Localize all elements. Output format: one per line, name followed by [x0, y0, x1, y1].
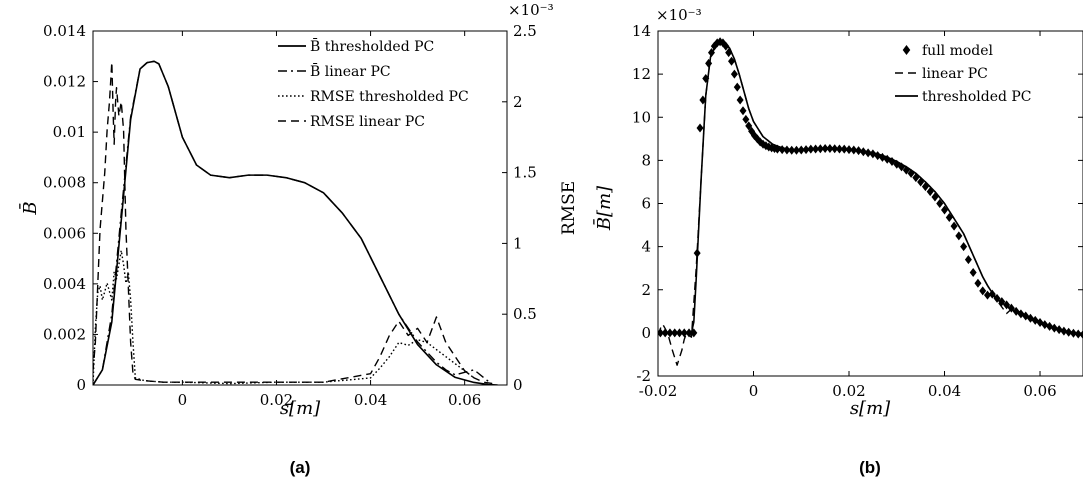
- y-tick-label: 0.006: [43, 224, 86, 242]
- x-tick-label: 0.04: [354, 391, 387, 409]
- series-thresholded-pc: [658, 40, 1083, 336]
- panel-b-y-axis-label: B̄[m]: [592, 185, 615, 231]
- y-tick-label: -2: [636, 367, 651, 385]
- series-rmse-linear-pc: [93, 61, 493, 385]
- y2-tick-label: 0.5: [513, 305, 537, 323]
- legend-swatch: [902, 45, 911, 55]
- legend-item-rmse-linear-pc: RMSE linear PC: [278, 114, 425, 130]
- legend-item-thresholded-pc: thresholded PC: [895, 89, 1032, 105]
- y-tick-label: 4: [641, 238, 651, 256]
- y-tick-label: 0.01: [53, 123, 86, 141]
- y-tick-label: 0.008: [43, 174, 86, 192]
- panel-a-plot-frame: [92, 30, 508, 386]
- x-tick-label: 0.02: [260, 391, 293, 409]
- panel-b-marks: [658, 37, 1083, 366]
- data-point: [739, 106, 747, 116]
- panel-b-ticks: -0.02 0 0.02 0.04 0.06 -2 0 2 4 6 8 10 12 14: [632, 22, 1083, 400]
- data-point: [936, 199, 944, 208]
- legend-label: RMSE thresholded PC: [310, 89, 469, 105]
- data-point: [974, 278, 982, 288]
- data-point: [736, 95, 744, 105]
- legend-item-rmse-thresholded-pc: RMSE thresholded PC: [278, 89, 469, 105]
- data-point: [864, 148, 872, 158]
- panel-b-y-exponent: ×10⁻³: [656, 6, 702, 24]
- y-tick-label: 6: [641, 195, 651, 213]
- panel-b-legend: full model linear PC thresholded PC: [895, 43, 1032, 105]
- panel-b-caption: (b): [859, 458, 881, 477]
- series-group: [93, 60, 498, 385]
- y2-tick-label: 1: [513, 234, 523, 252]
- data-point: [969, 268, 977, 277]
- legend-item-full-model: full model: [902, 43, 994, 59]
- y-tick-label: 2: [641, 281, 651, 299]
- y-tick-label: 0.004: [43, 275, 86, 293]
- x-tick-label: 0: [749, 382, 759, 400]
- y-tick-label: 12: [632, 65, 651, 83]
- y-tick-label: 14: [632, 22, 651, 40]
- y2-tick-label: 1.5: [513, 164, 537, 182]
- y-tick-label: 10: [632, 108, 651, 126]
- panel-a-caption: (a): [290, 458, 311, 477]
- y-tick-label: 0.002: [43, 325, 86, 343]
- series-b-linear-pc: [93, 60, 494, 385]
- legend-label: B̄ thresholded PC: [310, 37, 434, 55]
- legend-label: thresholded PC: [922, 89, 1032, 105]
- panel-a-y2-axis-label: RMSE: [559, 181, 579, 235]
- legend-label: linear PC: [922, 66, 988, 82]
- panel-b-x-axis-label: s[m]: [850, 398, 891, 419]
- panel-a-y-axis-label: B̄: [18, 201, 41, 215]
- x-tick-label: 0.06: [1023, 382, 1056, 400]
- y-tick-label: 0: [641, 324, 651, 342]
- series-rmse-thresholded-pc: [93, 249, 475, 385]
- series-group: [658, 37, 1083, 366]
- legend-label: B̄ linear PC: [310, 62, 391, 80]
- data-point: [745, 121, 753, 131]
- x-tick-label: 0.02: [832, 382, 865, 400]
- data-point: [722, 41, 730, 51]
- data-point: [728, 56, 736, 66]
- x-tick-label: 0: [178, 391, 188, 409]
- legend-item-b-linear-pc: B̄ linear PC: [278, 62, 391, 80]
- data-point: [979, 286, 987, 296]
- data-point: [960, 242, 968, 252]
- legend-label: full model: [922, 43, 994, 59]
- y2-tick-label: 2: [513, 93, 523, 111]
- panel-a-ticks: 0 0.02 0.04 0.06 0 0.002 0.004 0.006 0.008 0.01 0.…: [43, 22, 537, 409]
- x-tick-label: -0.02: [639, 382, 677, 400]
- panel-b-plot-frame: [657, 30, 1083, 377]
- data-point: [964, 255, 972, 265]
- data-point: [733, 82, 741, 92]
- legend-item-linear-pc: linear PC: [895, 66, 988, 82]
- series-b-thresholded-pc: [93, 60, 498, 385]
- data-point: [950, 221, 958, 231]
- x-tick-label: 0.04: [928, 382, 961, 400]
- data-point: [955, 231, 963, 241]
- data-point: [742, 114, 750, 124]
- x-tick-label: 0.06: [448, 391, 481, 409]
- panel-a: 0 0.02 0.04 0.06 0 0.002 0.004 0.006 0.008 0.01 0.…: [18, 1, 579, 477]
- panel-a-legend: B̄ thresholded PC B̄ linear PC RMSE thresh…: [278, 37, 469, 130]
- panel-a-y2-exponent: ×10⁻³: [508, 1, 554, 19]
- y2-tick-label: 2.5: [513, 22, 537, 40]
- legend-item-b-thresholded-pc: B̄ thresholded PC: [278, 37, 434, 55]
- y-tick-label: 0: [76, 376, 86, 394]
- data-point: [696, 123, 704, 133]
- panel-b: -0.02 0 0.02 0.04 0.06 -2 0 2 4 6 8 10 12 14 s[m] B̄[…: [592, 6, 1083, 477]
- panel-a-marks: [93, 60, 498, 385]
- legend-label: RMSE linear PC: [310, 114, 425, 130]
- y2-tick-label: 0: [513, 376, 523, 394]
- series-full-model: [658, 37, 1083, 340]
- data-point: [730, 69, 738, 79]
- y-tick-label: 8: [641, 151, 651, 169]
- y-tick-label: 0.014: [43, 22, 86, 40]
- y-tick-label: 0.012: [43, 73, 86, 91]
- data-point: [983, 290, 991, 300]
- panel-a-x-axis-label: s[m]: [280, 398, 321, 419]
